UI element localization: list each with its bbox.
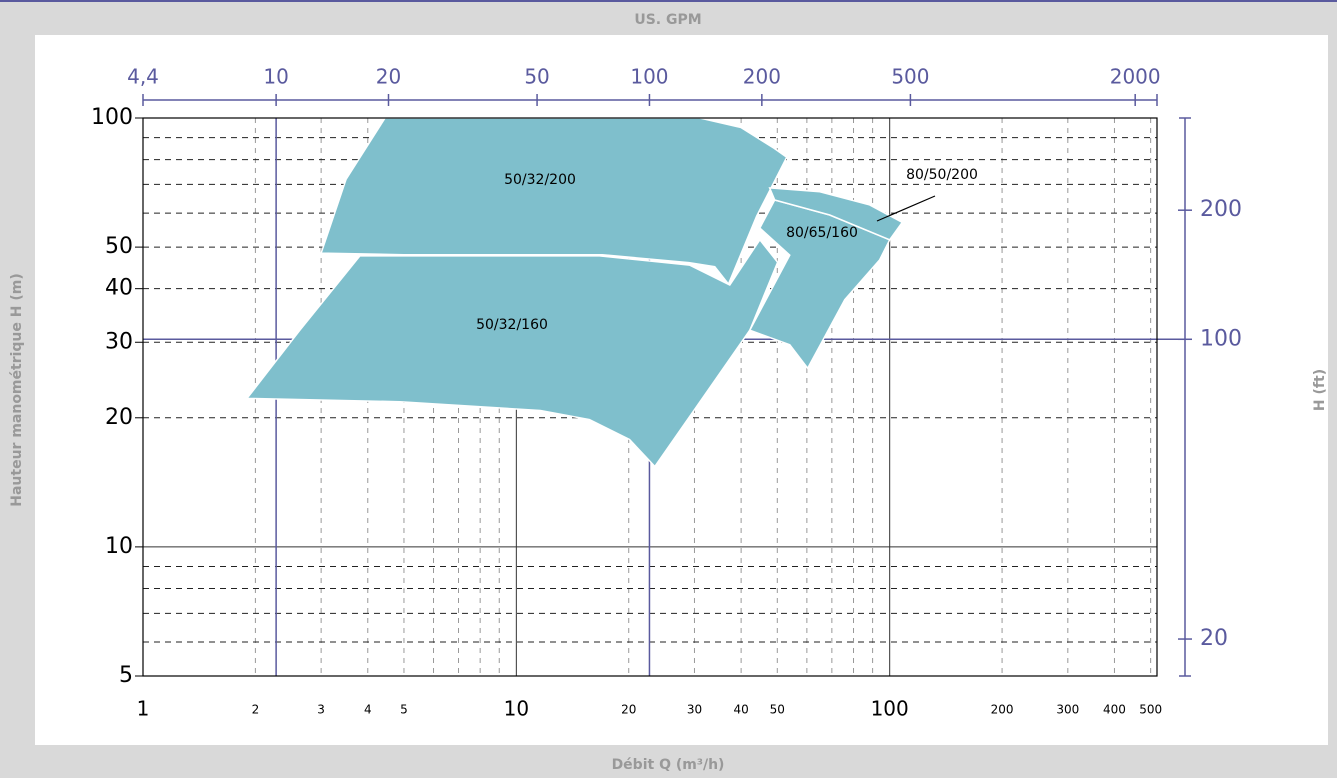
x-tick-label: 30 (687, 703, 702, 717)
x-tick-label: 100 (871, 697, 909, 721)
x-axis-label: Débit Q (m³/h) (612, 757, 725, 773)
y-tick-label: 100 (91, 105, 133, 130)
y-tick-label: 20 (105, 405, 133, 430)
y-tick-label: 40 (105, 276, 133, 301)
y-tick-label: 5 (119, 663, 133, 688)
y-tick-label: 10 (105, 534, 133, 559)
y-tick-label: 30 (105, 329, 133, 354)
x-tick-label: 20 (621, 703, 636, 717)
y-axis-label: Hauteur manométrique H (m) (9, 273, 25, 507)
x2-tick-label: 500 (891, 65, 929, 89)
region-label: 80/65/160 (786, 225, 858, 241)
x-tick-label: 200 (991, 703, 1014, 717)
x2-tick-label: 10 (263, 65, 288, 89)
x-tick-label: 400 (1103, 703, 1126, 717)
x-tick-label: 1 (137, 697, 150, 721)
y2-tick-label: 100 (1200, 326, 1242, 351)
x2-tick-label: 200 (743, 65, 781, 89)
x2-tick-label: 100 (630, 65, 668, 89)
y-tick-label: 50 (105, 234, 133, 259)
x-tick-label: 2 (252, 703, 260, 717)
region-label: 50/32/200 (504, 172, 576, 188)
x-tick-label: 10 (504, 697, 529, 721)
x-tick-label: 40 (733, 703, 748, 717)
region (768, 187, 904, 241)
x-tick-label: 50 (770, 703, 785, 717)
y2-tick-label: 20 (1200, 626, 1228, 651)
region-label: 50/32/160 (476, 317, 548, 333)
x-tick-label: 300 (1056, 703, 1079, 717)
region-label: 80/50/200 (906, 167, 978, 183)
x2-tick-label: 2000 (1110, 65, 1161, 89)
region (245, 238, 779, 468)
top-rule (0, 0, 1337, 2)
x2-tick-label: 20 (376, 65, 401, 89)
x-tick-label: 4 (364, 703, 372, 717)
x-tick-label: 500 (1139, 703, 1162, 717)
x-tick-label: 3 (317, 703, 325, 717)
y2-tick-label: 200 (1200, 197, 1242, 222)
leader-line (876, 195, 936, 222)
x2-tick-label: 50 (524, 65, 549, 89)
y2-axis-label: H (ft) (1312, 369, 1328, 411)
chart-title: US. GPM (634, 12, 701, 28)
x-tick-label: 5 (400, 703, 408, 717)
x2-tick-label: 4,4 (127, 65, 159, 89)
plot-frame (142, 117, 1158, 677)
